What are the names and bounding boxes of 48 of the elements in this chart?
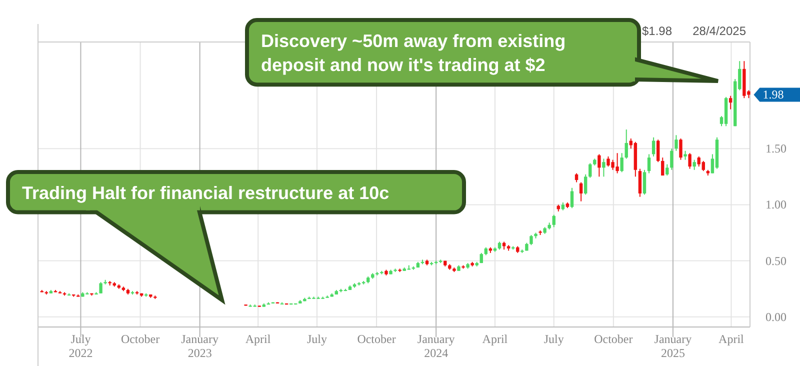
candlestick [647,154,651,174]
text: 28/4/2025 [692,24,746,38]
x-tick-label: January 2025 [654,332,692,360]
candlestick [579,182,583,202]
candlestick [642,169,646,196]
candlestick [99,282,102,294]
candlestick [688,152,692,170]
callout-left: Trading Halt for financial restructure at 10c [6,170,466,305]
annotation: Trading Halt for financial restructure at 10c [22,182,390,203]
y-tick-label: 0.00 [766,310,786,324]
x-tick-label: July [544,332,564,346]
candlestick [624,129,628,160]
candlestick [652,136,656,157]
x-tick-label: October [357,332,396,346]
text: $1.98 [642,24,672,38]
candlestick [674,134,678,152]
y-tick-label: 1.00 [766,198,786,212]
candlestick [588,162,592,178]
x-tick-label: April [718,332,745,346]
candlestick [661,157,664,176]
candlestick [656,139,660,163]
y-tick-label: 0.50 [766,254,786,268]
annotation: 1.98 [762,88,784,102]
candlestick [530,234,533,246]
candlestick [638,168,642,198]
candlestick [692,159,696,170]
candlestick [570,187,574,209]
candlestick [620,152,624,173]
x-tick-label: July [306,332,327,346]
candlestick [679,138,682,160]
x-tick-label: October [594,332,633,346]
candlestick [280,302,284,304]
candlestick [702,160,705,172]
x-tick-label: January 2023 [181,332,218,360]
candlestick [584,174,588,196]
candlestick [598,154,601,178]
candlestick [552,214,556,228]
candlestick [728,95,732,110]
x-tick-label: October [120,332,160,346]
candlestick [670,148,674,170]
x-tick-label: April [245,332,272,346]
annotation: Discovery ~50m away from existing deposit and now it's trading at $2 [261,30,566,76]
candlestick [666,164,669,176]
y-tick-label: 1.50 [766,142,786,156]
x-tick-label: April [482,332,508,346]
candlestick [602,158,606,178]
x-tick-label: January 2024 [417,332,455,360]
x-tick-label: July 2022 [68,332,93,360]
